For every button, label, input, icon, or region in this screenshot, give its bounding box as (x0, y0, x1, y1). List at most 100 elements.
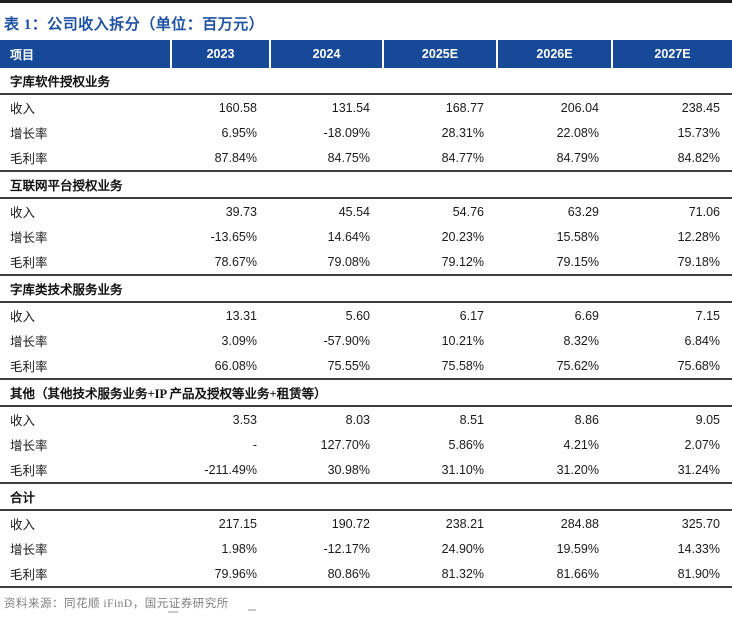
table-cell: 15.58% (556, 229, 599, 244)
column-header-year: 2024 (269, 40, 382, 68)
table-cell: 13.31 (225, 308, 257, 323)
table-cell: 87.84% (214, 150, 257, 165)
row-label: 增长率 (10, 439, 48, 453)
table-cell: 8.51 (459, 412, 484, 427)
cropped-text-artifact (168, 611, 178, 613)
table-row: 毛利率 66.08% 75.55% 75.58% 75.62% 75.68% (0, 353, 732, 378)
table-cell: 325.70 (681, 516, 720, 531)
column-header-year: 2027E (611, 40, 732, 68)
row-label: 收入 (10, 414, 36, 428)
table-cell: 84.75% (327, 150, 370, 165)
table-header-row: 项目 2023 2024 2025E 2026E 2027E (0, 40, 732, 68)
table-row: 收入 160.58 131.54 168.77 206.04 238.45 (0, 95, 732, 120)
cropped-text-artifact (248, 609, 256, 611)
table-cell: 81.66% (556, 566, 599, 581)
table-row: 增长率 -13.65% 14.64% 20.23% 15.58% 12.28% (0, 224, 732, 249)
table-cell: 79.96% (214, 566, 257, 581)
table-cell: 75.68% (677, 358, 720, 373)
table-row: 收入 3.53 8.03 8.51 8.86 9.05 (0, 407, 732, 432)
table-cell: -18.09% (323, 125, 370, 140)
table-row: 增长率 3.09% -57.90% 10.21% 8.32% 6.84% (0, 328, 732, 353)
table-row: 收入 13.31 5.60 6.17 6.69 7.15 (0, 303, 732, 328)
table-cell: 84.82% (677, 150, 720, 165)
section-title: 其他（其他技术服务业务+IP 产品及授权等业务+租赁等） (0, 380, 732, 407)
table-cell: 71.06 (688, 204, 720, 219)
table-cell: 14.33% (677, 541, 720, 556)
table-cell: 12.28% (677, 229, 720, 244)
table-row: 毛利率 78.67% 79.08% 79.12% 79.15% 79.18% (0, 249, 732, 274)
table-cell: 10.21% (441, 333, 484, 348)
table-cell: 190.72 (331, 516, 370, 531)
table-cell: 78.67% (214, 254, 257, 269)
table-cell: 79.18% (677, 254, 720, 269)
table-cell: - (252, 437, 257, 452)
table-cell: 238.21 (445, 516, 484, 531)
table-cell: 6.17 (459, 308, 484, 323)
table-cell: 79.08% (327, 254, 370, 269)
table-section: 其他（其他技术服务业务+IP 产品及授权等业务+租赁等） 收入 3.53 8.03 8.… (0, 380, 732, 484)
row-label: 毛利率 (10, 568, 48, 582)
table-cell: 238.45 (681, 100, 720, 115)
table-row: 毛利率 -211.49% 30.98% 31.10% 31.20% 31.24% (0, 457, 732, 482)
table-title: 表 1：公司收入拆分（单位：百万元） (4, 17, 265, 33)
row-label: 毛利率 (10, 256, 48, 270)
row-label: 收入 (10, 206, 36, 220)
table-cell: 127.70% (320, 437, 370, 452)
section-title: 字库类技术服务业务 (0, 276, 732, 303)
table-cell: 81.32% (441, 566, 484, 581)
table-cell: 31.24% (677, 462, 720, 477)
table-cell: 217.15 (218, 516, 257, 531)
table-cell: 6.95% (221, 125, 257, 140)
table-cell: 15.73% (677, 125, 720, 140)
table-cell: -12.17% (323, 541, 370, 556)
table-row: 增长率 6.95% -18.09% 28.31% 22.08% 15.73% (0, 120, 732, 145)
table-cell: -13.65% (210, 229, 257, 244)
table-cell: 3.53 (232, 412, 257, 427)
row-label: 增长率 (10, 543, 48, 557)
table-row: 毛利率 87.84% 84.75% 84.77% 84.79% 84.82% (0, 145, 732, 170)
table-section: 互联网平台授权业务 收入 39.73 45.54 54.76 63.29 71.06 增长率 -… (0, 172, 732, 276)
section-title: 互联网平台授权业务 (0, 172, 732, 199)
column-header-year: 2025E (382, 40, 496, 68)
table-cell: 54.76 (452, 204, 484, 219)
row-label: 增长率 (10, 335, 48, 349)
column-header-year: 2023 (170, 40, 269, 68)
table-cell: 8.03 (345, 412, 370, 427)
table-cell: 1.98% (221, 541, 257, 556)
table-cell: 20.23% (441, 229, 484, 244)
table-cell: 19.59% (556, 541, 599, 556)
table-cell: 4.21% (563, 437, 599, 452)
table-cell: 39.73 (225, 204, 257, 219)
row-label: 增长率 (10, 231, 48, 245)
table-cell: 84.79% (556, 150, 599, 165)
table-cell: 30.98% (327, 462, 370, 477)
table-cell: -211.49% (204, 462, 257, 477)
section-title: 合计 (0, 484, 732, 511)
table-row: 增长率 1.98% -12.17% 24.90% 19.59% 14.33% (0, 536, 732, 561)
row-label: 毛利率 (10, 152, 48, 166)
row-label: 收入 (10, 102, 36, 116)
column-header-item: 项目 (10, 47, 35, 62)
table-cell: 14.64% (327, 229, 370, 244)
table-cell: 79.12% (441, 254, 484, 269)
table-cell: 206.04 (560, 100, 599, 115)
source-note: 资料来源：同花顺 iFinD，国元证券研究所 (4, 598, 229, 610)
table-cell: 284.88 (560, 516, 599, 531)
row-label: 收入 (10, 518, 36, 532)
row-label: 毛利率 (10, 464, 48, 478)
table-section: 字库类技术服务业务 收入 13.31 5.60 6.17 6.69 7.15 增长率 3.09%… (0, 276, 732, 380)
table-cell: 75.62% (556, 358, 599, 373)
table-cell: 7.15 (695, 308, 720, 323)
table-cell: 81.90% (677, 566, 720, 581)
table-cell: 22.08% (556, 125, 599, 140)
table-cell: 2.07% (684, 437, 720, 452)
top-rule (0, 0, 732, 3)
section-title: 字库软件授权业务 (0, 68, 732, 95)
table-section: 字库软件授权业务 收入 160.58 131.54 168.77 206.04 238.45… (0, 68, 732, 172)
table-cell: 28.31% (441, 125, 484, 140)
revenue-breakdown-table: 项目 2023 2024 2025E 2026E 2027E 字库软件授权业务 收入 160.… (0, 40, 732, 588)
table-cell: 6.84% (684, 333, 720, 348)
table-cell: 80.86% (327, 566, 370, 581)
table-cell: 5.60 (345, 308, 370, 323)
table-cell: 31.20% (556, 462, 599, 477)
